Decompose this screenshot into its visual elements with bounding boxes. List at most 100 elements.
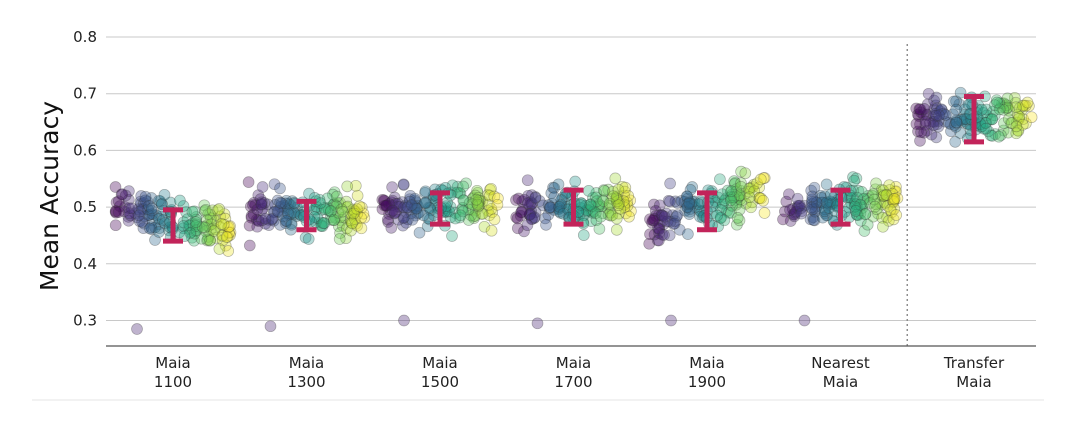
data-point: [311, 212, 324, 225]
data-point: [386, 194, 399, 207]
data-point: [937, 107, 950, 120]
data-point: [919, 118, 932, 131]
data-point: [216, 234, 229, 247]
category-label-line1: Maia: [289, 354, 325, 372]
data-point: [470, 204, 482, 217]
data-point: [956, 113, 969, 126]
data-point: [315, 216, 328, 229]
data-point: [256, 202, 269, 215]
data-point: [144, 222, 156, 235]
data-point: [132, 203, 145, 216]
data-point: [683, 208, 696, 220]
data-point: [280, 215, 293, 228]
data-point: [624, 194, 637, 207]
data-point: [204, 234, 216, 247]
data-point: [653, 218, 666, 231]
data-point: [136, 216, 149, 228]
data-point: [915, 106, 927, 119]
data-point: [209, 223, 221, 236]
data-point: [878, 189, 890, 202]
data-point: [198, 221, 211, 234]
category-label-line2: 1500: [421, 373, 459, 391]
data-point: [788, 210, 801, 223]
data-point: [285, 218, 298, 231]
data-point: [533, 195, 546, 207]
data-point: [595, 200, 608, 213]
y-tick-labels: 0.3 0.4 0.5 0.6 0.7 0.8: [73, 28, 97, 329]
data-point: [378, 195, 391, 207]
data-point: [868, 193, 881, 206]
data-point: [872, 207, 884, 220]
data-point: [155, 198, 168, 211]
data-point: [846, 192, 858, 204]
data-point: [208, 225, 220, 237]
data-point: [652, 222, 664, 234]
data-point: [334, 227, 346, 239]
data-point: [592, 200, 605, 213]
category-label-line1: Maia: [422, 354, 458, 372]
data-point: [725, 207, 737, 219]
data-point: [446, 179, 459, 192]
data-point: [183, 219, 196, 232]
data-point: [134, 195, 147, 208]
data-point: [545, 187, 558, 199]
data-point: [746, 181, 759, 193]
data-point: [596, 193, 609, 206]
data-point: [597, 195, 610, 207]
data-point: [653, 199, 666, 212]
y-tick-label: 0.3: [73, 311, 97, 329]
data-point: [735, 194, 748, 207]
data-point: [472, 196, 485, 209]
data-point: [1017, 99, 1029, 112]
data-point: [338, 211, 351, 224]
data-point: [401, 201, 414, 213]
data-point: [685, 198, 698, 210]
data-point: [276, 207, 289, 220]
data-point: [348, 213, 361, 225]
data-point: [1001, 99, 1013, 112]
data-point: [398, 211, 410, 224]
data-point: [526, 212, 538, 225]
data-point: [610, 193, 623, 206]
data-point: [592, 200, 605, 213]
data-point: [330, 190, 343, 203]
data-point: [682, 228, 694, 240]
data-point: [457, 205, 469, 218]
data-point: [806, 193, 819, 206]
data-point: [611, 190, 623, 203]
data-point: [351, 207, 364, 220]
data-point: [399, 199, 412, 212]
data-point: [552, 202, 565, 215]
data-point: [285, 217, 298, 230]
data-point: [1018, 99, 1030, 112]
data-point: [819, 207, 831, 220]
data-point: [792, 200, 804, 212]
data-point: [310, 203, 323, 216]
data-point: [930, 109, 942, 122]
data-point: [119, 189, 132, 202]
data-point: [980, 103, 993, 116]
data-point: [795, 202, 807, 215]
data-point: [587, 192, 599, 204]
data-point: [791, 192, 804, 205]
data-point: [1016, 103, 1028, 116]
data-point: [622, 190, 635, 202]
data-point: [149, 234, 161, 246]
data-point: [725, 194, 737, 206]
data-point: [753, 192, 766, 204]
data-point: [681, 190, 694, 203]
error-bar: [296, 198, 317, 233]
data-point: [921, 98, 934, 111]
data-point: [386, 204, 399, 217]
data-point: [213, 203, 226, 215]
data-point: [805, 184, 818, 197]
data-point: [475, 207, 488, 220]
data-point: [418, 196, 431, 209]
data-point: [263, 219, 275, 231]
data-point: [133, 215, 146, 228]
data-point: [927, 119, 940, 132]
data-point: [110, 206, 122, 219]
data-point: [885, 206, 898, 218]
data-point: [648, 212, 661, 225]
data-point: [684, 184, 697, 196]
